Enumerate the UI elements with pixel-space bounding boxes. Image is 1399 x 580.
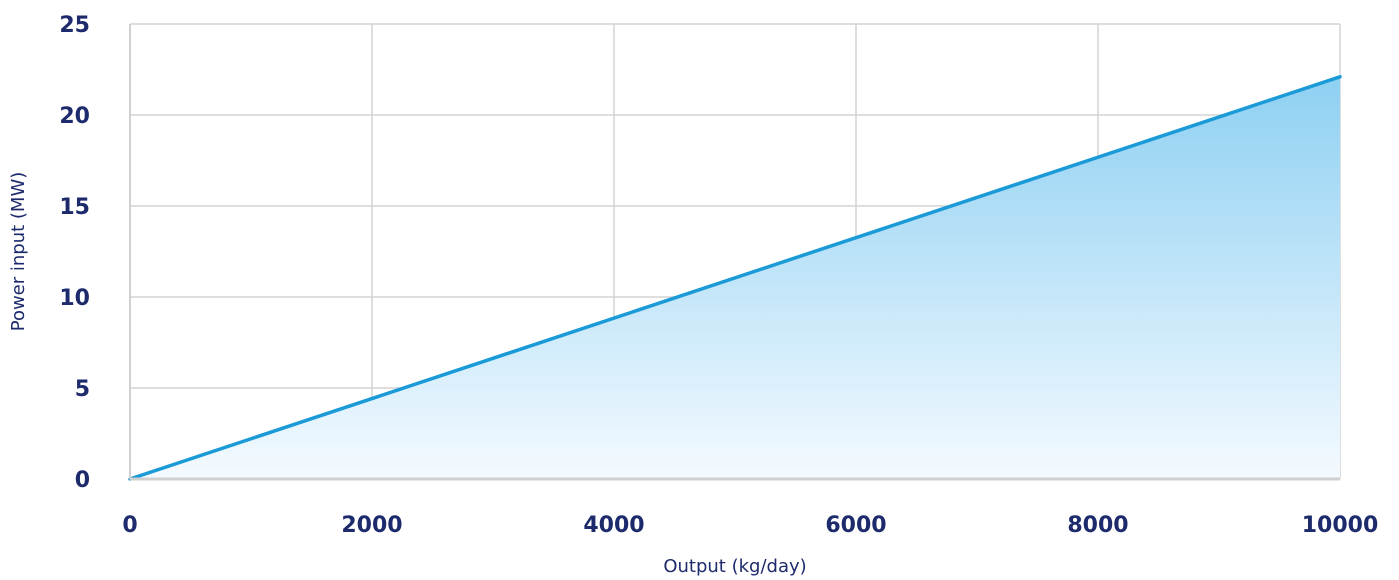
series-line: [128, 75, 1342, 481]
x-tick-label: 6000: [825, 513, 886, 538]
x-tick-label: 10000: [1302, 513, 1379, 538]
y-axis-ticks: 0 5 10 15 20 25: [59, 13, 90, 493]
series-lines: [128, 75, 1342, 481]
x-tick-label: 0: [122, 513, 137, 538]
x-tick-label: 8000: [1067, 513, 1128, 538]
y-tick-label: 20: [59, 104, 90, 129]
y-axis-title: Power input (MW): [8, 172, 29, 332]
x-tick-label: 2000: [341, 513, 402, 538]
y-tick-label: 0: [75, 468, 90, 493]
x-axis-ticks: 0 2000 4000 6000 8000 10000: [122, 513, 1378, 538]
y-tick-label: 25: [59, 13, 90, 38]
axes: [129, 24, 1340, 481]
x-axis-title: Output (kg/day): [663, 556, 806, 577]
y-tick-label: 15: [59, 195, 90, 220]
y-tick-label: 5: [75, 377, 90, 402]
x-tick-label: 4000: [583, 513, 644, 538]
y-tick-label: 10: [59, 286, 90, 311]
